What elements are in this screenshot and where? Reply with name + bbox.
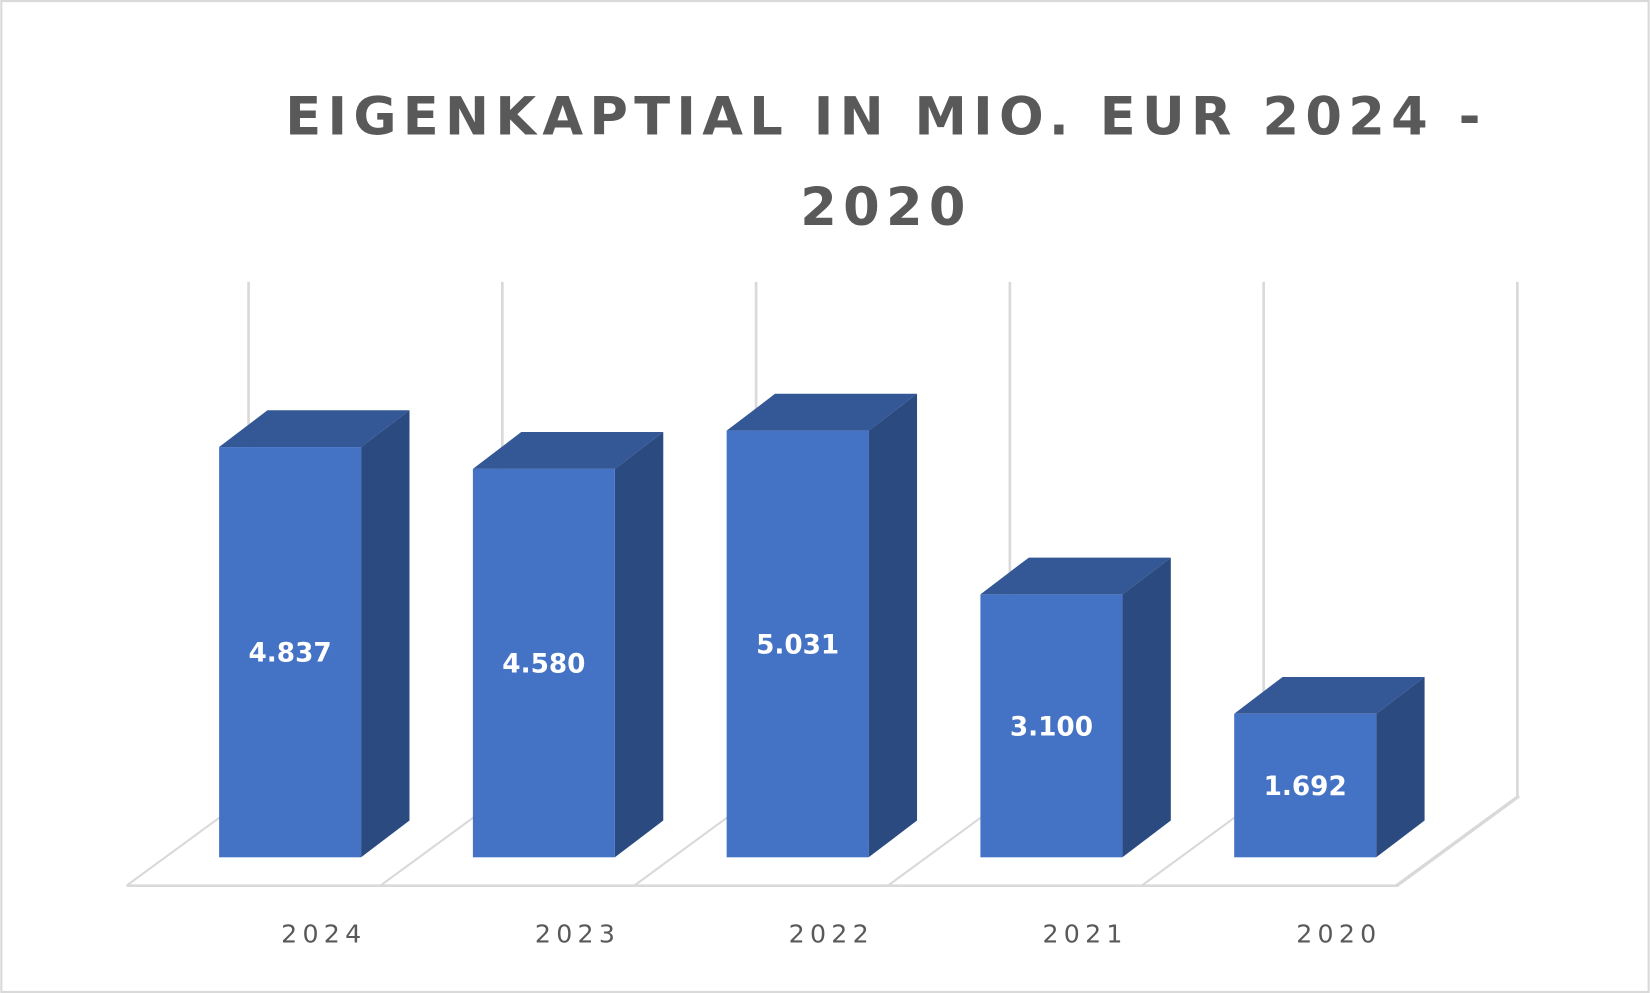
bar-2023: 4.580 — [472, 432, 664, 858]
bar-front — [1234, 713, 1377, 858]
bar-side — [1122, 557, 1171, 858]
chart-title-line-2: 2020 — [800, 177, 972, 238]
bar-2024: 4.837 — [219, 410, 410, 858]
bar-top — [1234, 676, 1425, 714]
data-label: 4.580 — [502, 650, 585, 680]
bar-2022: 5.031 — [726, 393, 918, 858]
bar-2021: 3.100 — [980, 557, 1171, 858]
floor-edge — [126, 795, 1521, 888]
bar-front — [472, 468, 615, 858]
floor-divider — [1394, 795, 1519, 887]
bar-side — [868, 393, 918, 858]
bar-front — [980, 594, 1123, 858]
data-label: 1.692 — [1264, 772, 1347, 802]
data-label: 3.100 — [1010, 712, 1093, 742]
chart-title-line-1: EIGENKAPTIAL IN MIO. EUR 2024 - — [285, 87, 1487, 148]
category-label: 2022 — [789, 920, 874, 949]
data-label: 5.031 — [756, 630, 839, 660]
bars: 4.837 4.580 5.031 3.100 1.692 — [219, 393, 1425, 858]
category-label: 2023 — [535, 920, 620, 949]
bar-top — [726, 393, 918, 431]
category-label: 2020 — [1296, 920, 1381, 949]
bar-top — [472, 432, 664, 469]
bar-side — [1376, 676, 1425, 858]
bar-top — [980, 557, 1171, 595]
bar-2020: 1.692 — [1234, 676, 1425, 858]
data-label: 4.837 — [249, 639, 332, 669]
bar-front — [219, 447, 362, 858]
category-label: 2021 — [1042, 920, 1127, 949]
category-label: 2024 — [281, 920, 366, 949]
bar-side — [614, 432, 664, 858]
bar-front — [726, 430, 869, 858]
bar-top — [219, 410, 410, 448]
bar-side — [361, 410, 410, 858]
category-labels: 2024 2023 2022 2021 2020 — [281, 920, 1381, 949]
